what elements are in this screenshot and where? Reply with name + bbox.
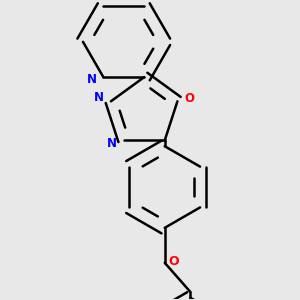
Text: N: N xyxy=(87,73,97,86)
Text: O: O xyxy=(169,255,179,268)
Text: O: O xyxy=(184,92,194,106)
Text: N: N xyxy=(107,137,117,150)
Text: N: N xyxy=(94,91,104,104)
